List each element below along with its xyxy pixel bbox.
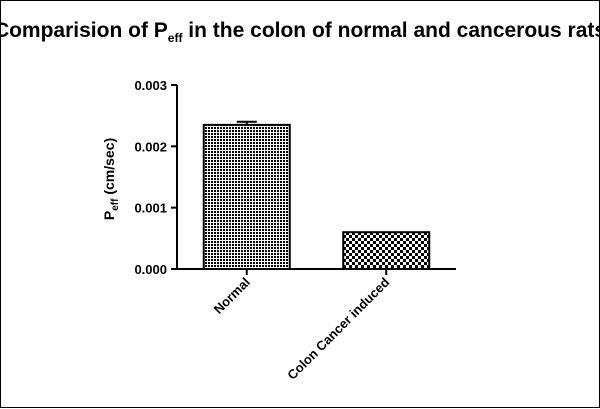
- chart-title-rest: in the colon of normal and cancerous rat…: [182, 19, 600, 42]
- y-axis-label-subscript: eff: [110, 198, 121, 211]
- y-axis-label: Peff (cm/sec): [101, 138, 121, 220]
- x-axis: Normal Colon Cancer induced: [177, 268, 456, 383]
- x-category-label: Colon Cancer induced: [284, 274, 392, 382]
- y-tick-label: 0.002: [134, 139, 167, 154]
- bars: [202, 120, 431, 270]
- y-tick-label: 0.001: [134, 201, 167, 216]
- bar-colon-cancer-induced: [342, 231, 431, 270]
- x-category-label: Normal: [211, 275, 253, 317]
- y-tick-label: 0.003: [134, 78, 167, 93]
- y-axis-label-main: P: [101, 211, 117, 220]
- bar-normal: [202, 123, 291, 270]
- y-axis-label-rest: (cm/sec): [101, 138, 117, 199]
- chart-title: Comparision of Peff in the colon of norm…: [1, 19, 600, 45]
- chart-title-subscript: eff: [168, 31, 184, 45]
- chart-title-main: Comparision of P: [1, 19, 168, 42]
- y-axis: 0.000 0.001 0.002 0.003: [134, 78, 178, 277]
- y-tick-label: 0.000: [134, 262, 167, 277]
